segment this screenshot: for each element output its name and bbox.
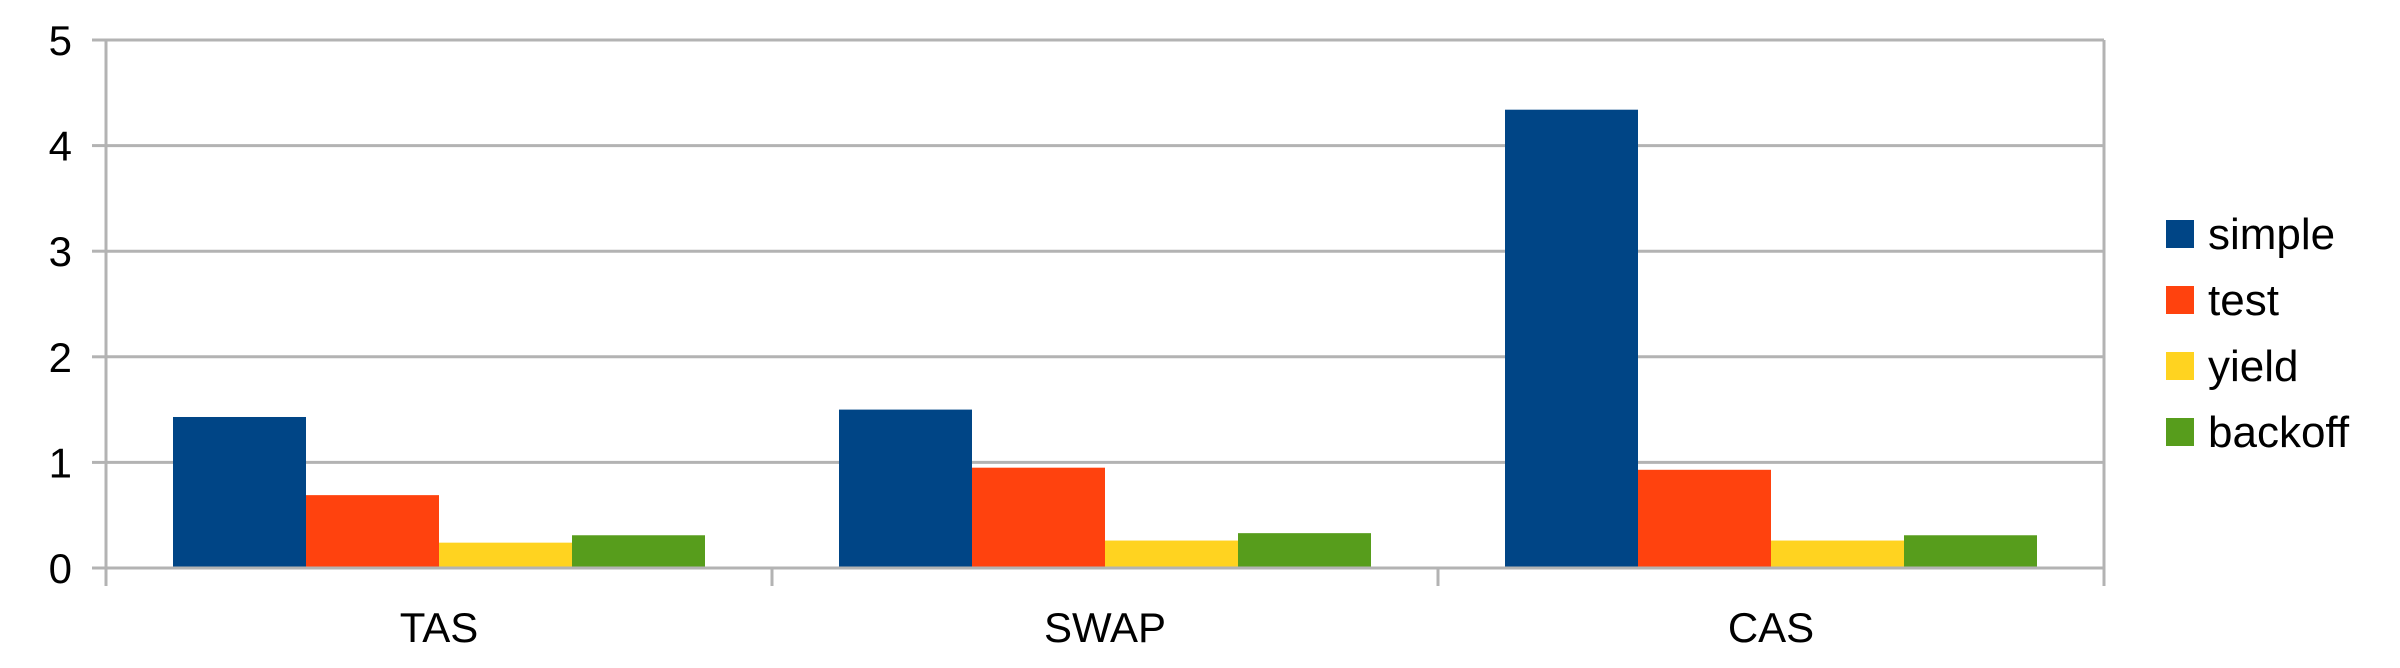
y-tick-label: 2 xyxy=(49,334,72,381)
y-tick-label: 1 xyxy=(49,439,72,486)
grid xyxy=(106,38,2104,464)
bar-yield-swap xyxy=(1105,540,1238,568)
bar-simple-cas xyxy=(1505,109,1638,569)
legend-label-simple: simple xyxy=(2208,210,2335,259)
y-tick-label: 5 xyxy=(49,17,72,64)
legend: simple test yield backoff xyxy=(2166,210,2350,457)
legend-swatch-test xyxy=(2166,286,2194,314)
y-tick-label: 3 xyxy=(49,228,72,275)
legend-label-yield: yield xyxy=(2208,342,2299,391)
legend-swatch-yield xyxy=(2166,352,2194,380)
y-tick-label: 0 xyxy=(49,545,72,592)
x-tick-label: SWAP xyxy=(1044,604,1166,651)
x-tick-label: CAS xyxy=(1728,604,1814,651)
bar-backoff-tas xyxy=(572,535,705,568)
bars xyxy=(173,109,2037,569)
bar-backoff-cas xyxy=(1904,535,2037,568)
legend-swatch-simple xyxy=(2166,220,2194,248)
axes xyxy=(104,38,2106,570)
bar-yield-cas xyxy=(1771,540,1904,568)
bar-test-swap xyxy=(972,467,1105,568)
legend-label-test: test xyxy=(2208,276,2279,325)
y-tick-label: 4 xyxy=(49,123,72,170)
bar-backoff-swap xyxy=(1238,533,1371,568)
bar-test-tas xyxy=(306,495,439,568)
legend-swatch-backoff xyxy=(2166,418,2194,446)
bar-simple-swap xyxy=(839,409,972,568)
bar-test-cas xyxy=(1638,469,1771,568)
x-tick-label: TAS xyxy=(400,604,479,651)
bar-simple-tas xyxy=(173,416,306,568)
x-axis-ticks: TAS SWAP CAS xyxy=(104,568,2106,651)
legend-label-backoff: backoff xyxy=(2208,408,2350,457)
bar-yield-tas xyxy=(439,542,572,568)
y-axis-ticks: 0 1 2 3 4 5 xyxy=(49,17,106,592)
